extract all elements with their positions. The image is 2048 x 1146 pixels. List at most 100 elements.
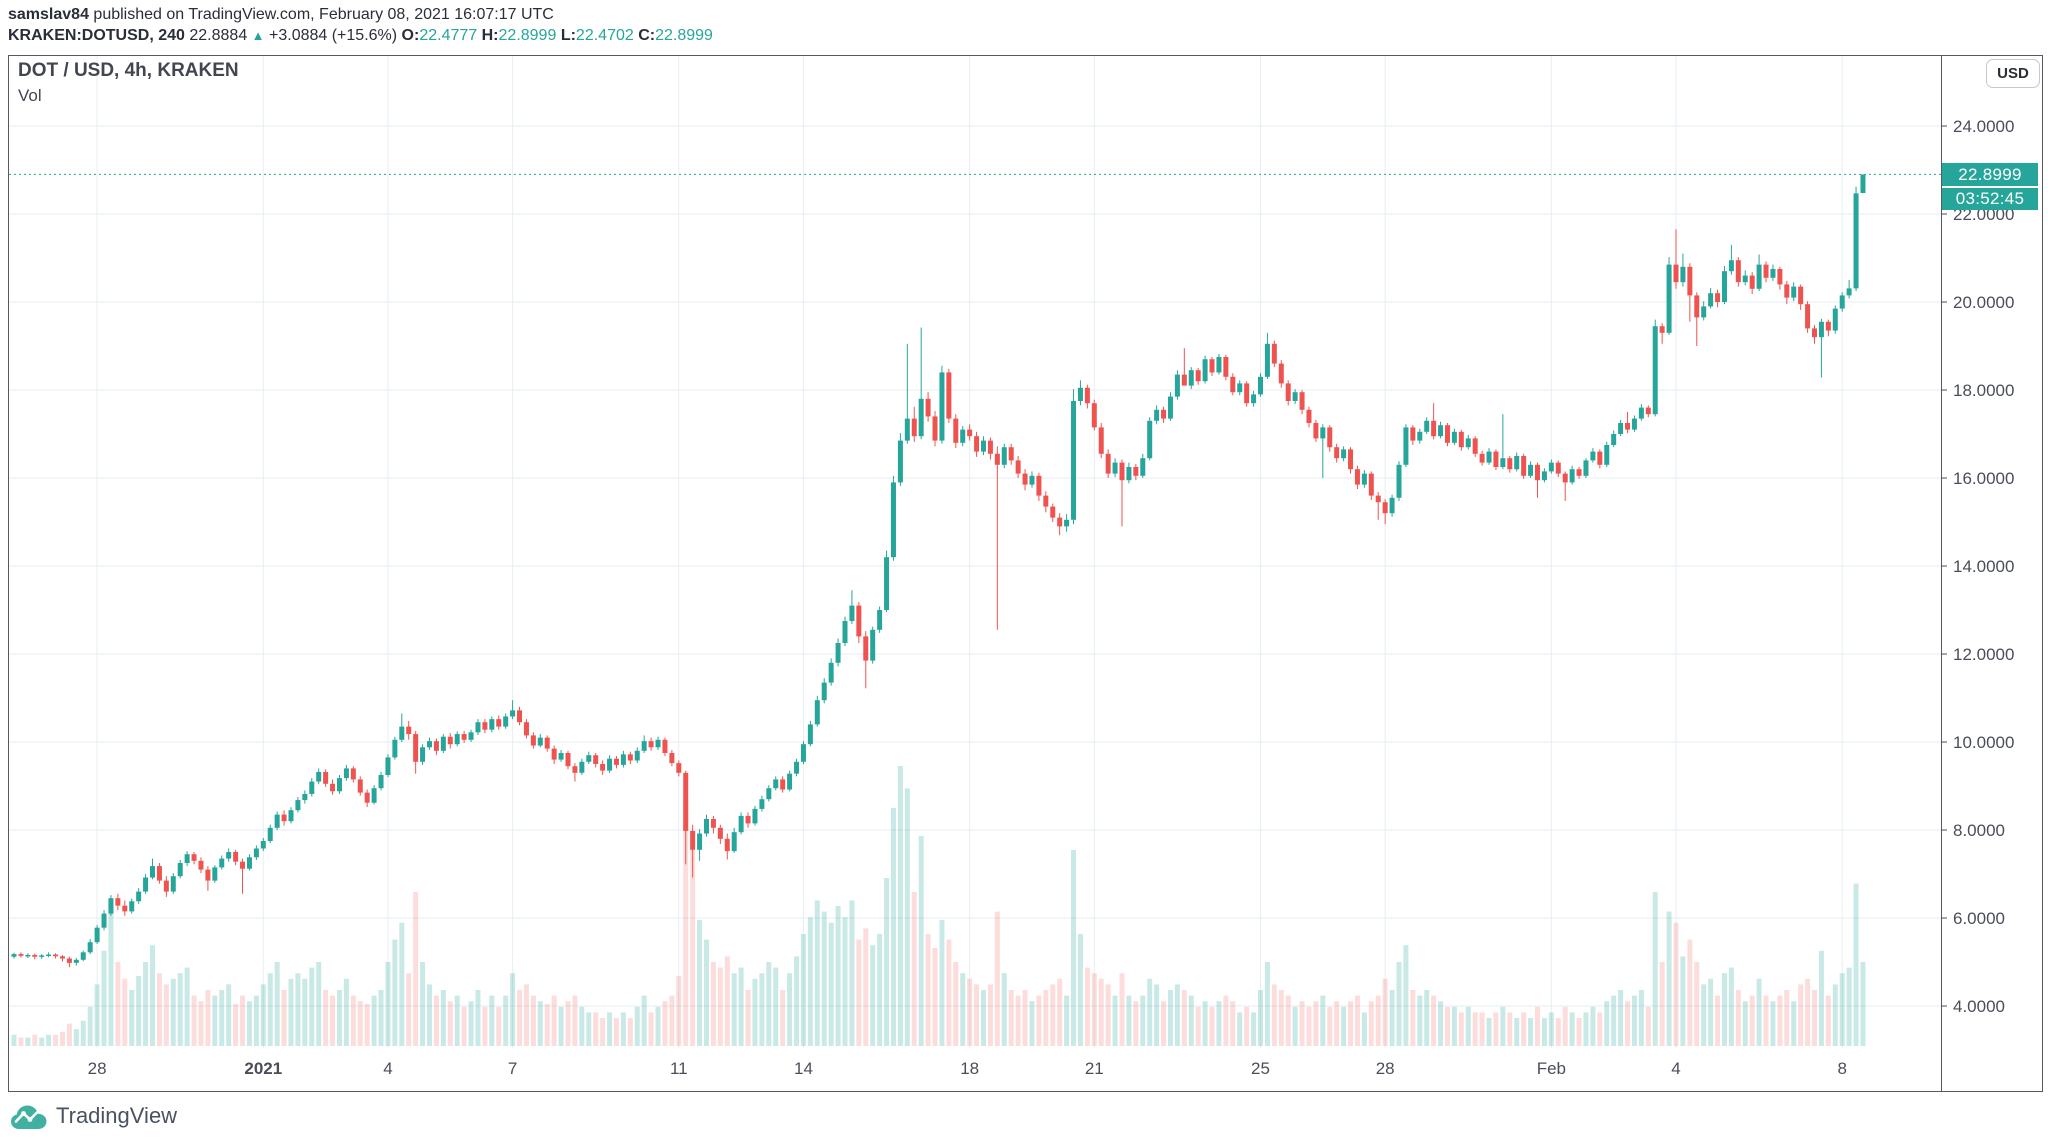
candle-down [447,736,453,745]
candle-down [496,719,502,727]
volume-bar [1521,1012,1527,1046]
candle-up [385,757,391,775]
volume-bar [385,962,391,1046]
volume-bar [994,911,1000,1046]
volume-bar [115,962,121,1046]
volume-bar [897,766,903,1046]
candle-down [1299,392,1305,410]
time-tick-label[interactable]: 25 [1251,1059,1270,1078]
volume-bar [1084,967,1090,1046]
volume-bar [884,878,890,1046]
time-tick-label[interactable]: 21 [1085,1059,1104,1078]
volume-bar [1846,967,1852,1046]
candle-down [1091,403,1097,428]
candle-down [1382,502,1388,514]
price-tick-label[interactable]: 18.0000 [1953,381,2014,400]
volume-bar [489,995,495,1046]
candle-up [807,724,813,745]
volume-bar [357,1001,363,1046]
volume-bar [226,984,232,1046]
time-tick-label[interactable]: 2021 [244,1059,282,1078]
candle-up [752,808,758,824]
candle-up [1791,286,1797,298]
candle-down [1825,321,1831,331]
price-tick-label[interactable]: 8.0000 [1953,821,2005,840]
price-tick-label[interactable]: 4.0000 [1953,997,2005,1016]
candle-up [1500,458,1506,467]
candle-up [1528,464,1534,476]
time-tick-label[interactable]: 8 [1837,1059,1846,1078]
candle-up [1202,359,1208,382]
volume-bar [1361,1012,1367,1046]
volume-bar [683,799,689,1046]
volume-bar [1555,1018,1561,1046]
volume-bar [1389,990,1395,1046]
open-value: 22.4777 [419,27,478,44]
candle-up [800,744,806,762]
price-tick-label[interactable]: 10.0000 [1953,733,2014,752]
candle-up [1618,423,1624,434]
candle-down [433,741,439,751]
currency-button[interactable]: USD [1986,59,2040,88]
candle-up [1396,464,1402,498]
volume-bar [87,1006,93,1046]
candle-down [1694,295,1700,318]
candle-down [1195,370,1201,382]
symbol-info-line: KRAKEN:DOTUSD, 240 22.8884 ▲ +3.0884 (+1… [8,26,713,46]
candle-up [1541,471,1547,481]
price-tick-label[interactable]: 6.0000 [1953,909,2005,928]
volume-bar [1209,1006,1215,1046]
volume-bar [1043,990,1049,1046]
volume-bar [1756,978,1762,1046]
volume-bar [1541,1018,1547,1046]
volume-bar [620,1012,626,1046]
volume-bar [212,995,218,1046]
chart-legend-volume[interactable]: Vol [18,86,42,105]
volume-bar [53,1034,59,1046]
volume-bar [1611,995,1617,1046]
time-tick-label[interactable]: 28 [1376,1059,1395,1078]
volume-bar [780,990,786,1046]
time-tick-label[interactable]: 4 [383,1059,392,1078]
candle-down [1098,427,1104,454]
volume-bar [752,978,758,1046]
tradingview-logo-icon [11,1105,47,1129]
time-tick-label[interactable]: Feb [1537,1059,1566,1078]
volume-bar [794,956,800,1046]
candle-up [1770,269,1776,278]
candle-up [80,952,86,960]
volume-bar [787,973,793,1046]
candle-down [163,880,169,892]
volume-bar [1673,922,1679,1046]
candle-up [1569,469,1575,483]
volume-bar [1112,995,1118,1046]
candle-up [343,768,349,779]
volume-bar [129,990,135,1046]
price-tick-label[interactable]: 12.0000 [1953,645,2014,664]
candle-down [1763,264,1769,278]
price-tick-label[interactable]: 16.0000 [1953,469,2014,488]
volume-bar [350,995,356,1046]
volume-bar [1763,995,1769,1046]
volume-bar [849,900,855,1046]
time-tick-label[interactable]: 7 [508,1059,517,1078]
tradingview-logo[interactable]: TradingView [10,1102,177,1130]
price-tick-label[interactable]: 14.0000 [1953,557,2014,576]
time-tick-label[interactable]: 28 [88,1059,107,1078]
price-tick-label[interactable]: 20.0000 [1953,293,2014,312]
volume-bar [475,990,481,1046]
time-tick-label[interactable]: 4 [1671,1059,1680,1078]
price-tick-label[interactable]: 24.0000 [1953,117,2014,136]
candle-down [1084,387,1090,404]
time-tick-label[interactable]: 11 [670,1059,688,1078]
volume-bar [1431,995,1437,1046]
candle-down [1161,409,1167,419]
chart-legend-title[interactable]: DOT / USD, 4h, KRAKEN [18,60,239,81]
candle-down [1327,427,1333,448]
candle-up [1258,376,1263,395]
volume-bar [1264,962,1270,1046]
volume-bar [565,1001,571,1046]
time-tick-label[interactable]: 14 [794,1059,813,1078]
time-tick-label[interactable]: 18 [960,1059,979,1078]
